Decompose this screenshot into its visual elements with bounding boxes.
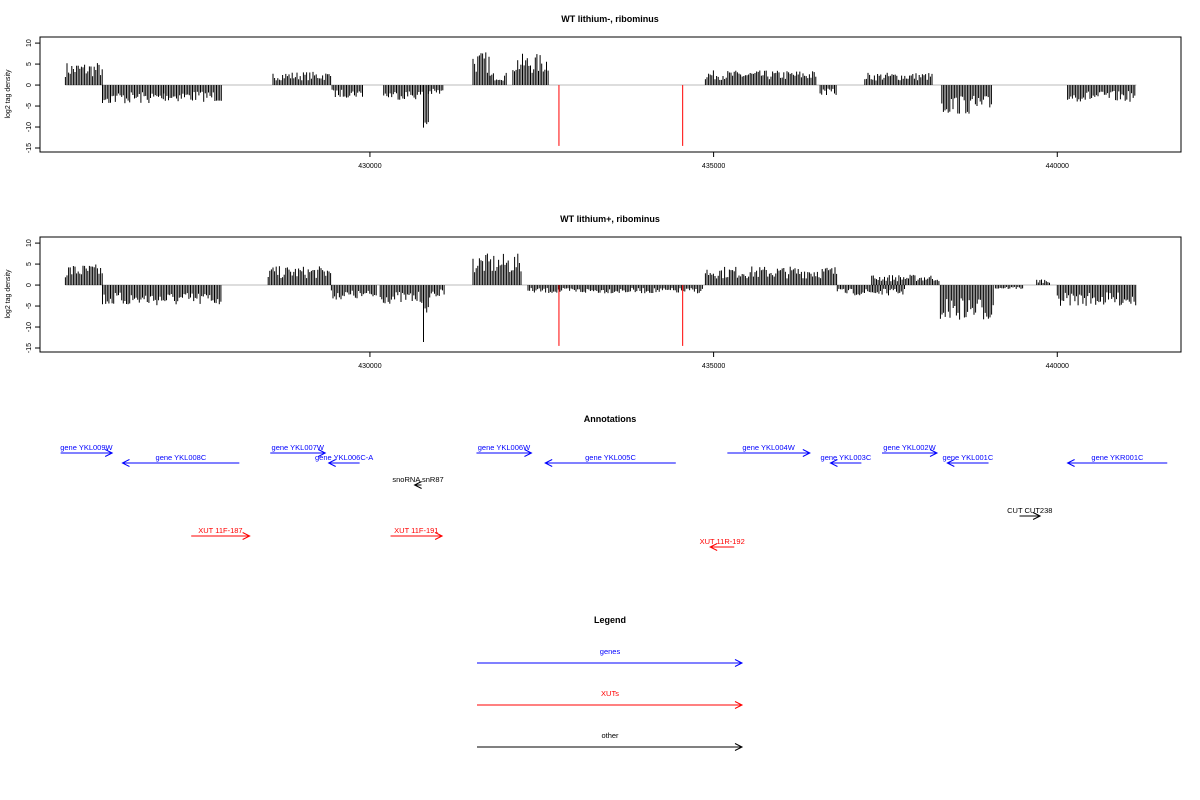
annotation-label: XUT 11F-191 [394,526,438,535]
legend-entry: other [477,731,744,751]
annotation-label: gene YKL002W [883,443,936,452]
annotation-item: gene YKL003C [821,453,872,467]
annotation-arrowhead [242,532,251,540]
annotation-label: gene YKL004W [742,443,795,452]
panel-2-title: WT lithium+, ribominus [560,214,660,224]
legend-label: XUTs [601,689,619,698]
annotation-item: gene YKL007W [270,443,327,457]
annotation-label: gene YKL006C-A [315,453,373,462]
legend-items: genes XUTs other [477,647,744,751]
legend-entry: genes [477,647,744,667]
y-tick-label: -5 [26,103,33,109]
annotation-arrowhead [434,532,444,540]
y-tick-label: 0 [26,283,33,287]
panel-2-bars [64,253,1137,346]
legend-entry: XUTs [477,689,744,709]
annotation-item: XUT 11R-192 [700,537,745,551]
annotation-item: gene YKL004W [727,443,811,457]
legend-arrowhead [734,659,744,667]
y-tick-label: -5 [26,303,33,309]
annotation-arrowhead [413,481,422,489]
annotation-label: gene YKL008C [156,453,207,462]
legend-title: Legend [594,615,626,625]
legend-section: Legend genes XUTs other [477,615,744,751]
annotations-section: Annotations gene YKL009W gene YKL008C gene… [60,414,1168,551]
annotation-arrowhead [524,449,533,457]
annotation-arrowhead [1032,512,1042,520]
y-tick-label: 10 [26,239,33,247]
y-tick-label: -15 [26,143,33,153]
annotation-label: XUT 11F-187 [198,526,242,535]
panel-1-bars [64,52,1137,146]
annotation-arrowhead [544,459,553,467]
annotation-label: snoRNA snR87 [392,475,443,484]
panel-1-y-axis: 10 5 0 -5 -10 -15 [26,39,40,153]
panel-1-x-axis: 430000 435000 440000 [358,152,1069,170]
panel-2-ylabel: log2 tag density [5,269,12,319]
y-tick-label: 5 [26,262,33,266]
panel-1-title: WT lithium-, ribominus [561,14,659,24]
annotation-arrowhead [327,459,336,467]
annotation-item: gene YKL005C [544,453,676,467]
annotation-arrowhead [121,459,130,467]
y-tick-label: 0 [26,83,33,87]
x-tick-label: 435000 [702,363,725,370]
annotation-arrowhead [929,449,939,457]
legend-arrowhead [734,743,744,751]
panel-1-frame [39,36,1182,153]
track-panel-1: WT lithium-, ribominus log2 tag density … [5,14,1182,170]
annotation-label: gene YKL005C [585,453,636,462]
annotation-label: gene YKL001C [943,453,994,462]
y-tick-label: 10 [26,39,33,47]
annotation-item: gene YKL001C [943,453,994,467]
annotation-label: gene YKL003C [821,453,872,462]
y-tick-label: -10 [26,322,33,332]
annotation-item: gene YKL002W [882,443,939,457]
annotation-label: gene YKR001C [1091,453,1144,462]
x-tick-label: 435000 [702,163,725,170]
legend-label: other [601,731,619,740]
x-tick-label: 430000 [358,363,381,370]
annotation-item: gene YKR001C [1066,453,1168,467]
annotation-arrowhead [709,543,718,551]
annotation-arrowhead [829,459,838,467]
annotation-item: gene YKL006W [476,443,533,457]
annotation-arrowhead [946,459,955,467]
annotation-item: gene YKL008C [121,453,240,467]
annotation-item: gene YKL006C-A [315,453,373,467]
annotations-title: Annotations [584,414,637,424]
y-tick-label: -15 [26,343,33,353]
panel-2-x-axis: 430000 435000 440000 [358,352,1069,370]
panel-2-y-axis: 10 5 0 -5 -10 -15 [26,239,40,353]
annotation-label: XUT 11R-192 [700,537,745,546]
legend-arrowhead [734,701,744,709]
track-panel-2: WT lithium+, ribominus log2 tag density … [5,214,1182,370]
annotation-arrowhead [104,449,114,457]
panel-1-ylabel: log2 tag density [5,69,12,119]
legend-label: genes [600,647,621,656]
annotation-item: CUT CUT238 [1007,506,1052,520]
annotation-label: gene YKL006W [478,443,531,452]
x-tick-label: 440000 [1046,163,1069,170]
x-tick-label: 440000 [1046,363,1069,370]
annotation-item: gene YKL009W [60,443,114,457]
annotation-arrowhead [318,449,327,457]
annotation-item: XUT 11F-191 [390,526,444,540]
x-tick-label: 430000 [358,163,381,170]
annotation-arrowhead [802,449,811,457]
annotation-label: gene YKL007W [272,443,325,452]
annotation-item: snoRNA snR87 [392,475,444,489]
y-tick-label: -10 [26,122,33,132]
annotation-label: CUT CUT238 [1007,506,1052,515]
y-tick-label: 5 [26,62,33,66]
annotation-item: XUT 11F-187 [191,526,251,540]
annotation-label: gene YKL009W [60,443,113,452]
annotation-arrowhead [1066,459,1075,467]
panel-2-frame [39,236,1182,353]
